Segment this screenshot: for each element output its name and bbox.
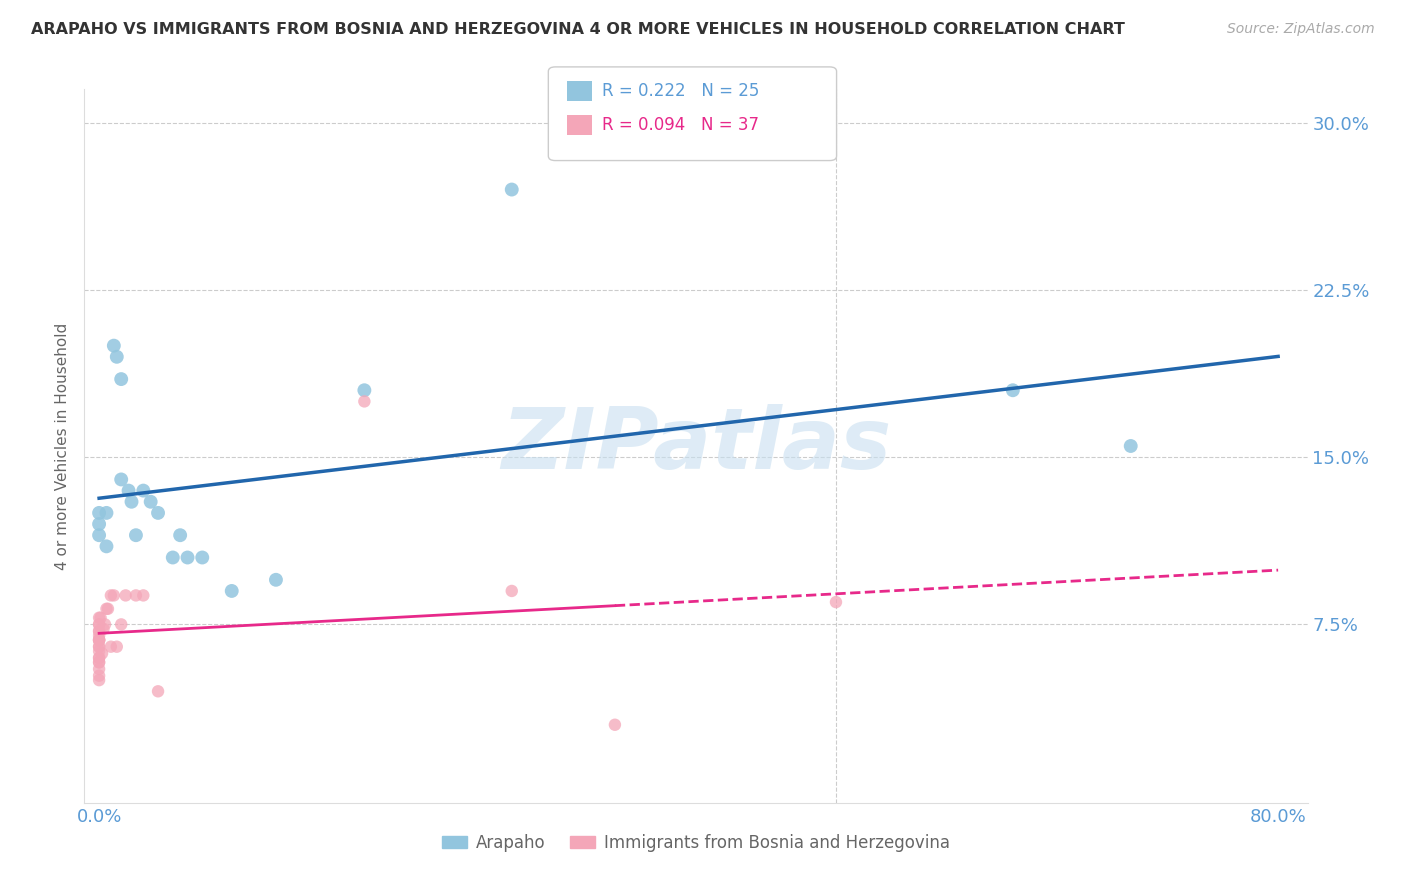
Point — [87, 624, 110, 639]
Point — [221, 583, 243, 598]
Point — [501, 583, 523, 598]
Text: R = 0.094   N = 37: R = 0.094 N = 37 — [602, 116, 759, 134]
Point — [87, 633, 110, 648]
Point — [87, 640, 110, 654]
Point — [87, 651, 110, 665]
Point — [97, 601, 120, 615]
Point — [103, 589, 125, 603]
Point — [353, 384, 375, 398]
Point — [96, 601, 118, 615]
Point — [1119, 439, 1142, 453]
Point — [114, 589, 136, 603]
Point — [91, 646, 114, 660]
Point — [87, 673, 110, 687]
Point — [146, 506, 169, 520]
Point — [87, 633, 110, 648]
Point — [1001, 384, 1024, 398]
Point — [87, 528, 110, 542]
Text: ZIPatlas: ZIPatlas — [501, 404, 891, 488]
Text: ARAPAHO VS IMMIGRANTS FROM BOSNIA AND HERZEGOVINA 4 OR MORE VEHICLES IN HOUSEHOL: ARAPAHO VS IMMIGRANTS FROM BOSNIA AND HE… — [31, 22, 1125, 37]
Point — [125, 589, 148, 603]
Point — [110, 472, 132, 486]
Point — [176, 550, 198, 565]
Point — [87, 633, 110, 648]
Point — [87, 617, 110, 632]
Point — [825, 595, 848, 609]
Point — [105, 640, 128, 654]
Y-axis label: 4 or more Vehicles in Household: 4 or more Vehicles in Household — [55, 322, 70, 570]
Point — [90, 610, 112, 624]
Point — [603, 717, 626, 731]
Point — [87, 662, 110, 676]
Point — [87, 617, 110, 632]
Point — [87, 633, 110, 648]
Point — [125, 528, 148, 542]
Point — [121, 494, 143, 508]
Point — [87, 651, 110, 665]
Point — [501, 182, 523, 196]
Point — [191, 550, 214, 565]
Point — [110, 372, 132, 386]
Point — [87, 655, 110, 669]
Point — [110, 617, 132, 632]
Point — [169, 528, 191, 542]
Point — [100, 589, 122, 603]
Point — [96, 539, 118, 553]
Point — [87, 506, 110, 520]
Point — [162, 550, 184, 565]
Point — [132, 589, 155, 603]
Point — [103, 338, 125, 352]
Point — [87, 624, 110, 639]
Legend: Arapaho, Immigrants from Bosnia and Herzegovina: Arapaho, Immigrants from Bosnia and Herz… — [436, 828, 956, 859]
Point — [87, 610, 110, 624]
Point — [96, 506, 118, 520]
Point — [87, 669, 110, 683]
Point — [87, 644, 110, 658]
Point — [353, 394, 375, 409]
Point — [132, 483, 155, 498]
Point — [94, 617, 117, 632]
Point — [146, 684, 169, 698]
Point — [105, 350, 128, 364]
Point — [87, 517, 110, 532]
Point — [264, 573, 287, 587]
Text: R = 0.222   N = 25: R = 0.222 N = 25 — [602, 82, 759, 100]
Point — [87, 655, 110, 669]
Text: Source: ZipAtlas.com: Source: ZipAtlas.com — [1227, 22, 1375, 37]
Point — [87, 640, 110, 654]
Point — [87, 628, 110, 642]
Point — [117, 483, 139, 498]
Point — [93, 622, 115, 636]
Point — [100, 640, 122, 654]
Point — [139, 494, 162, 508]
